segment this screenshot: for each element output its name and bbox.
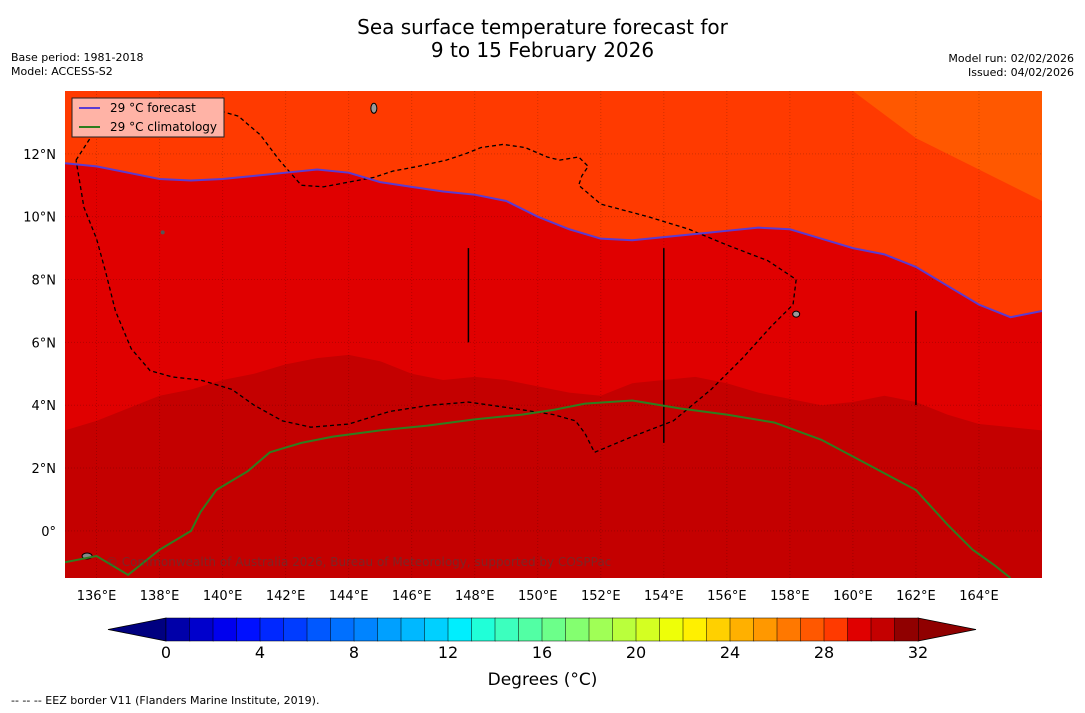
- colorbar-tick-label: 12: [438, 643, 458, 662]
- colorbar-tick-label: 24: [720, 643, 740, 662]
- colorbar-bin: [776, 617, 802, 642]
- model-run-label: Model run: 02/02/2026: [948, 52, 1074, 65]
- contour-29c-forecast: [65, 162, 1042, 319]
- x-tick-label: 158°E: [770, 589, 810, 604]
- colorbar-bin: [236, 617, 261, 642]
- map-gridlines: [65, 91, 1042, 578]
- eez-footnote: -- -- -- EEZ border V11 (Flanders Marine…: [11, 694, 320, 707]
- attribution-text: © Commonwealth of Australia 2026, Bureau…: [106, 555, 611, 569]
- island-pohnpei: [792, 310, 801, 318]
- colorbar-bin: [894, 617, 919, 642]
- x-tick-label: 138°E: [140, 589, 180, 604]
- island-guam: [370, 102, 378, 114]
- colorbar-bin: [753, 617, 778, 642]
- legend-box: [71, 97, 225, 138]
- issued-label: Issued: 04/02/2026: [967, 66, 1074, 79]
- colorbar-bin: [306, 617, 332, 642]
- legend-entry-forecast: 29 °C forecast: [110, 101, 196, 115]
- x-tick-label: 144°E: [329, 589, 369, 604]
- base-period-label: Base period: 1981-2018: [11, 51, 144, 64]
- colorbar-bin: [729, 617, 755, 642]
- colorbar-bin: [165, 617, 191, 642]
- colorbar-title: Degrees (°C): [487, 670, 598, 690]
- colorbar-bin: [259, 617, 285, 642]
- colorbar-bin: [330, 617, 355, 642]
- x-tick-label: 160°E: [833, 589, 873, 604]
- model-label: Model: ACCESS-S2: [11, 65, 113, 78]
- colorbar-bin: [541, 617, 567, 642]
- y-tick-label: 10°N: [23, 211, 56, 226]
- colorbar-bin: [659, 617, 684, 642]
- x-tick-label: 150°E: [518, 589, 558, 604]
- colorbar-bin: [565, 617, 590, 642]
- x-tick-label: 142°E: [266, 589, 306, 604]
- colorbar-bin: [823, 617, 849, 642]
- colorbar-bin: [377, 617, 402, 642]
- colorbar-bin: [471, 617, 496, 642]
- x-tick-label: 136°E: [77, 589, 117, 604]
- colorbar-bin: [870, 617, 896, 642]
- colorbar-bin: [635, 617, 661, 642]
- colorbar-bin: [494, 617, 520, 642]
- colorbar-tick-label: 32: [908, 643, 928, 662]
- y-tick-label: 12°N: [23, 148, 56, 163]
- colorbar-max-extension: [917, 617, 977, 642]
- colorbar-bin: [518, 617, 543, 642]
- colorbar-bin: [612, 617, 637, 642]
- x-tick-label: 148°E: [455, 589, 495, 604]
- x-tick-label: 146°E: [392, 589, 432, 604]
- chart-title-line-1: Sea surface temperature forecast for: [357, 15, 728, 39]
- colorbar-tick-label: 0: [161, 643, 171, 662]
- eez-border-line: [75, 106, 797, 454]
- colorbar-tick-label: 20: [626, 643, 646, 662]
- island-yap: [160, 230, 165, 235]
- y-tick-label: 8°N: [32, 274, 57, 289]
- colorbar-bin: [447, 617, 473, 642]
- colorbar-bin: [588, 617, 614, 642]
- y-tick-label: 4°N: [32, 399, 57, 414]
- x-tick-label: 154°E: [644, 589, 684, 604]
- x-tick-label: 164°E: [959, 589, 999, 604]
- colorbar-tick-label: 28: [814, 643, 834, 662]
- colorbar-bin: [212, 617, 238, 642]
- colorbar-bin: [189, 617, 214, 642]
- contour-29c-climatology: [65, 399, 1012, 578]
- colorbar-tick-label: 8: [349, 643, 359, 662]
- legend-entry-climatology: 29 °C climatology: [110, 120, 217, 134]
- islands: [81, 102, 917, 560]
- colorbar-tick-label: 4: [255, 643, 265, 662]
- colorbar-bin: [283, 617, 308, 642]
- colorbar-bin: [400, 617, 426, 642]
- y-tick-label: 6°N: [32, 336, 57, 351]
- colorbar-tick-label: 16: [532, 643, 552, 662]
- sst-zone-southern-warm-pool: [65, 354, 1042, 578]
- colorbar-bin: [800, 617, 825, 642]
- x-tick-label: 152°E: [581, 589, 621, 604]
- colorbar-bin: [353, 617, 379, 642]
- colorbar-bin: [682, 617, 708, 642]
- colorbar-bin: [847, 617, 872, 642]
- colorbar-min-extension: [107, 617, 167, 642]
- colorbar-bin: [706, 617, 731, 642]
- x-tick-label: 156°E: [707, 589, 747, 604]
- x-tick-label: 162°E: [896, 589, 936, 604]
- x-tick-label: 140°E: [203, 589, 243, 604]
- chart-title-line-2: 9 to 15 February 2026: [430, 38, 655, 62]
- y-tick-label: 0°: [41, 525, 56, 540]
- colorbar-bin: [424, 617, 449, 642]
- y-tick-label: 2°N: [32, 462, 57, 477]
